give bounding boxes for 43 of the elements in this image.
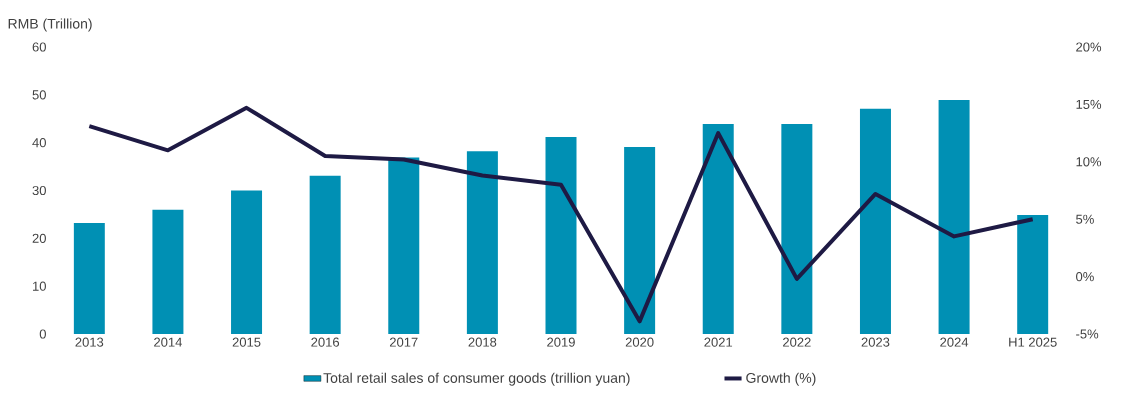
line-series	[87, 105, 1035, 324]
y2-tick-label: 0%	[1076, 271, 1094, 282]
x-tick-label: 2014	[154, 337, 182, 347]
y2-tick-label: -5%	[1076, 329, 1099, 339]
x-tick-label: 2022	[783, 337, 811, 347]
y-tick-label: 60	[32, 42, 46, 52]
bar	[388, 157, 420, 334]
y-tick-label: 30	[32, 185, 46, 196]
y-axis-title: RMB (Trillion)	[8, 18, 92, 32]
bar	[781, 124, 813, 334]
bar	[938, 100, 970, 334]
bar	[152, 209, 184, 334]
bar	[309, 175, 341, 334]
y-tick-label: 20	[32, 233, 46, 243]
bar	[466, 151, 498, 334]
x-tick-label: 2013	[75, 337, 104, 347]
legend-label: Total retail sales of consumer goods (trillion yuan)	[323, 372, 630, 386]
y-tick-label: 10	[33, 281, 46, 291]
y2-tick-label: 5%	[1076, 214, 1094, 224]
x-tick-label: 2019	[547, 337, 575, 347]
x-tick-label: H1 2025	[1009, 337, 1057, 347]
bar	[624, 146, 656, 334]
y-tick-label: 50	[32, 90, 46, 100]
x-tick-label: 2016	[311, 337, 340, 347]
bar	[859, 108, 891, 334]
x-tick-label: 2017	[389, 337, 418, 347]
bar	[1017, 214, 1049, 334]
legend-label: Growth (%)	[746, 372, 816, 386]
y2-tick-label: 15%	[1076, 99, 1102, 109]
y2-tick-label: 10%	[1076, 157, 1102, 167]
x-tick-label: 2018	[468, 337, 497, 347]
x-tick-label: 2023	[861, 337, 890, 347]
bar	[73, 223, 105, 334]
y-tick-label: 0	[39, 329, 46, 339]
y2-tick-label: 20%	[1076, 42, 1102, 52]
y-tick-label: 40	[32, 138, 46, 148]
x-tick-label: 2020	[625, 337, 654, 347]
bar	[231, 190, 263, 334]
bar	[545, 136, 577, 334]
x-tick-label: 2015	[232, 337, 261, 347]
bar	[702, 124, 734, 334]
x-tick-label: 2024	[940, 337, 969, 347]
x-tick-label: 2021	[704, 337, 733, 347]
